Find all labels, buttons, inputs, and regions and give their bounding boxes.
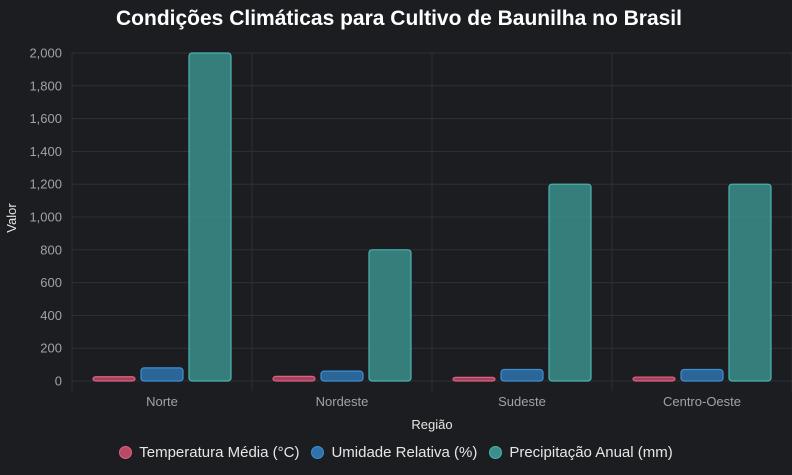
- x-tick-label: Norte: [146, 394, 178, 409]
- bar: [320, 370, 364, 382]
- y-tick-label: 1,600: [29, 111, 62, 126]
- y-tick-label: 0: [55, 374, 62, 389]
- y-tick-label: 2,000: [29, 46, 62, 61]
- legend-swatch: [489, 446, 503, 459]
- legend-label: Temperatura Média (°C): [139, 444, 300, 461]
- bar: [188, 52, 232, 382]
- chart-title: Condições Climáticas para Cultivo de Bau…: [116, 7, 682, 30]
- legend-swatch: [311, 446, 325, 459]
- y-tick-label: 1,800: [29, 78, 62, 93]
- bar: [368, 249, 412, 382]
- bar: [680, 368, 724, 382]
- x-axis-label: Região: [411, 417, 452, 432]
- x-tick-label: Nordeste: [316, 394, 369, 409]
- bar: [140, 367, 184, 382]
- legend: Temperatura Média (°C) Umidade Relativa (…: [0, 444, 792, 461]
- bar: [728, 183, 772, 382]
- legend-item[interactable]: Precipitação Anual (mm): [489, 444, 673, 461]
- legend-item[interactable]: Temperatura Média (°C): [119, 444, 299, 461]
- legend-swatch: [119, 446, 133, 459]
- legend-item[interactable]: Umidade Relativa (%): [311, 444, 477, 461]
- y-tick-label: 800: [40, 242, 62, 257]
- bar: [548, 183, 592, 382]
- y-tick-label: 1,400: [29, 144, 62, 159]
- bar: [92, 376, 136, 382]
- bars: [92, 52, 772, 382]
- grid: [71, 52, 792, 391]
- y-tick-label: 200: [40, 341, 62, 356]
- legend-label: Precipitação Anual (mm): [509, 444, 673, 461]
- y-tick-label: 1,200: [29, 177, 62, 192]
- bar: [452, 376, 496, 382]
- bar: [500, 368, 544, 382]
- x-axis-ticks: Norte Nordeste Sudeste Centro-Oeste: [146, 394, 741, 409]
- y-tick-label: 600: [40, 275, 62, 290]
- x-tick-label: Centro-Oeste: [663, 394, 741, 409]
- legend-label: Umidade Relativa (%): [331, 444, 478, 461]
- y-axis-ticks: 0 200 400 600 800 1,000 1,200 1,400 1,600 1,800 2,…: [29, 46, 62, 389]
- bar: [632, 376, 676, 382]
- y-tick-label: 1,000: [29, 210, 62, 225]
- bar: [272, 375, 316, 382]
- x-tick-label: Sudeste: [498, 394, 546, 409]
- y-axis-label: Valor: [4, 203, 19, 233]
- y-tick-label: 400: [40, 308, 62, 323]
